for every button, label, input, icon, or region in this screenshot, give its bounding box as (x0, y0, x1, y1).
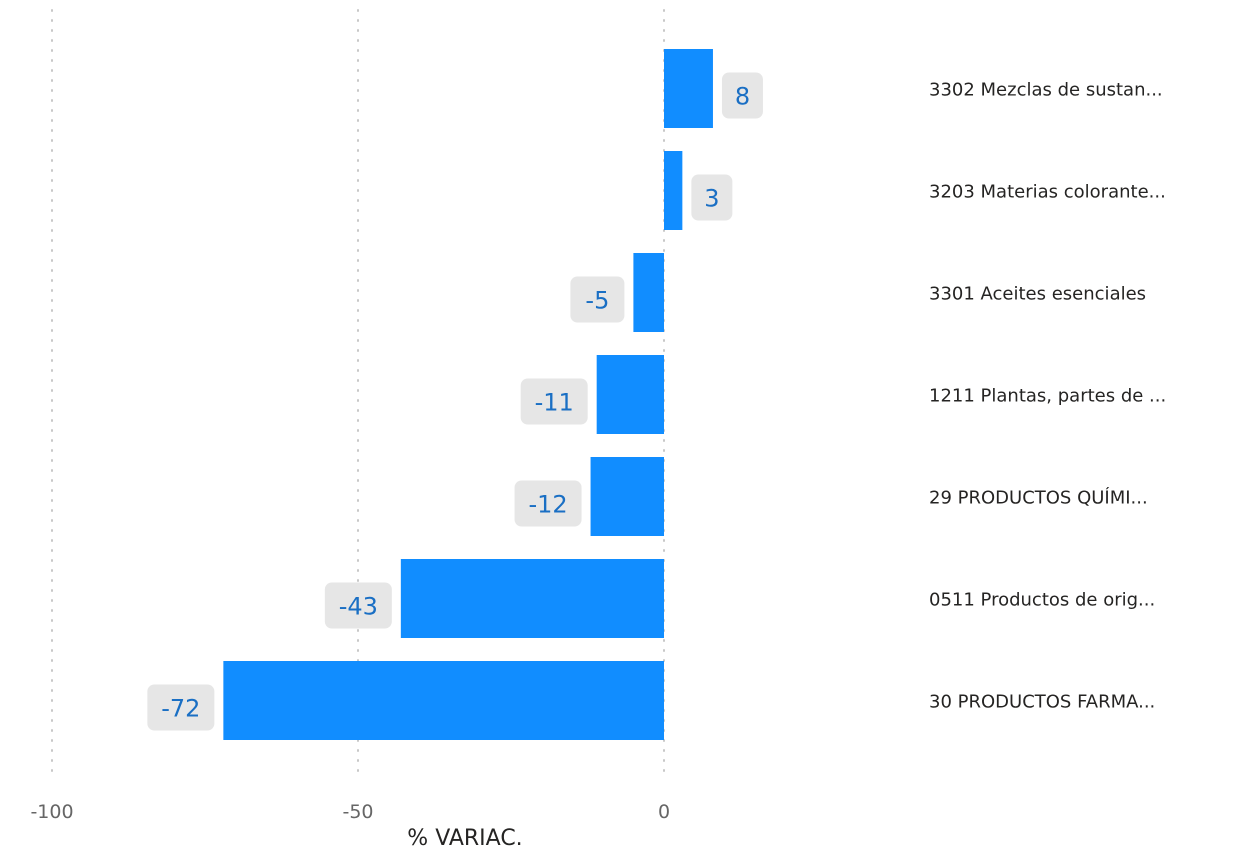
data-label: -72 (161, 695, 200, 723)
gridlines (51, 9, 665, 781)
category-label: 3301 Aceites esenciales (929, 284, 1146, 305)
category-label: 30 PRODUCTOS FARMA... (929, 692, 1155, 713)
bar[interactable] (664, 49, 713, 128)
data-label-background (324, 582, 392, 629)
data-label: -11 (535, 389, 574, 417)
data-label: 8 (735, 83, 750, 111)
category-label: 3203 Materias colorante... (929, 182, 1166, 203)
data-label-background (721, 72, 763, 119)
data-label-background (520, 378, 588, 425)
bar[interactable] (400, 559, 664, 638)
data-label-background (147, 684, 215, 731)
data-label: -12 (528, 491, 567, 519)
data-label-background (570, 276, 625, 323)
category-label: 29 PRODUCTOS QUÍMI... (929, 487, 1148, 509)
x-axis-ticks: -100 -50 0 (30, 801, 670, 823)
bars (223, 49, 713, 740)
x-tick-label: -50 (342, 801, 373, 823)
data-label-background (514, 480, 582, 527)
bar[interactable] (633, 253, 664, 332)
x-tick-label: 0 (658, 801, 670, 823)
x-tick-label: -100 (30, 801, 73, 823)
bar[interactable] (223, 661, 665, 740)
data-label-background (691, 174, 733, 221)
category-label: 1211 Plantas, partes de ... (929, 386, 1166, 407)
category-label: 0511 Productos de orig... (929, 590, 1155, 611)
x-axis-title: % VARIAC. (407, 826, 522, 851)
category-labels: 3302 Mezclas de sustan... 3203 Materias c… (929, 80, 1166, 713)
bar[interactable] (664, 151, 683, 230)
data-label: -43 (339, 593, 378, 621)
data-labels: 8 3 -5 -11 -12 -43 -72 (147, 72, 763, 731)
bar[interactable] (590, 457, 664, 536)
data-label: -5 (585, 287, 609, 315)
category-label: 3302 Mezclas de sustan... (929, 80, 1163, 101)
data-label: 3 (704, 185, 719, 213)
bar[interactable] (596, 355, 664, 434)
